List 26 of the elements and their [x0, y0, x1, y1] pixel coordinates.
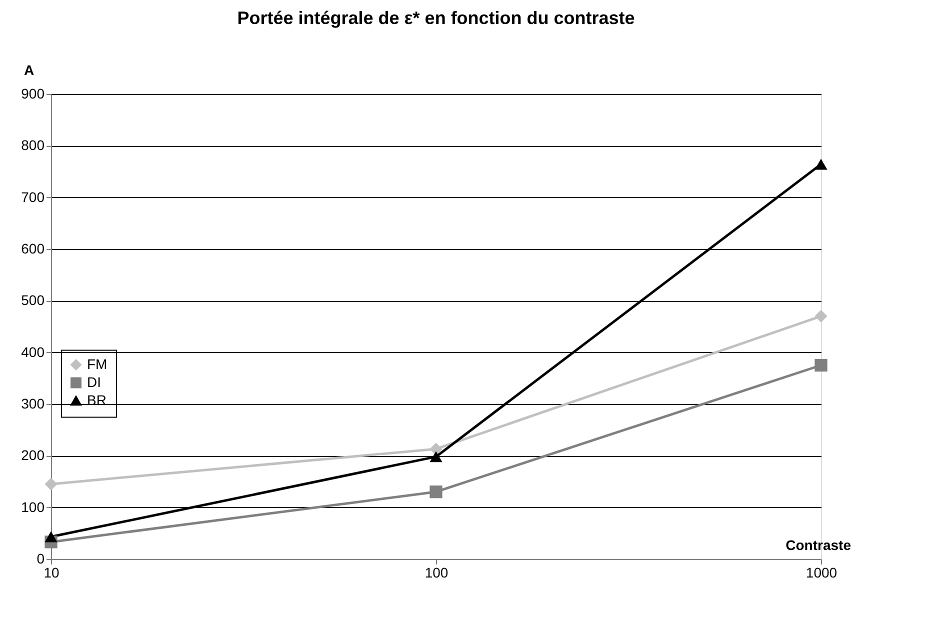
y-tick-label: 0 — [36, 550, 45, 566]
point — [814, 358, 828, 372]
x-axis-title: Contraste — [786, 537, 852, 553]
point — [430, 451, 442, 462]
y-axis-title: A — [24, 62, 34, 78]
legend-label: DI — [87, 374, 101, 390]
y-tick-label: 700 — [21, 188, 45, 205]
y-tick-label: 600 — [21, 240, 45, 256]
point — [814, 310, 828, 322]
y-tick-label: 900 — [21, 86, 45, 102]
y-tick-label: 500 — [21, 292, 45, 308]
legend-label: FM — [87, 356, 108, 372]
y-tick-label: 100 — [21, 498, 45, 515]
point — [430, 442, 442, 456]
point — [44, 478, 58, 490]
x-tick-label: 10 — [44, 564, 60, 580]
y-tick-label: 800 — [21, 137, 45, 154]
point — [430, 486, 442, 498]
point — [44, 531, 58, 542]
point — [814, 158, 828, 170]
y-tick-label: 300 — [21, 396, 45, 412]
y-tick-label: 400 — [21, 344, 45, 360]
x-tick-label: 100 — [424, 564, 448, 580]
chart-title: Portée intégrale de ε* en fonction du contraste — [237, 8, 635, 28]
y-tick-label: 200 — [21, 447, 45, 464]
x-tick-label: 1000 — [806, 564, 838, 580]
